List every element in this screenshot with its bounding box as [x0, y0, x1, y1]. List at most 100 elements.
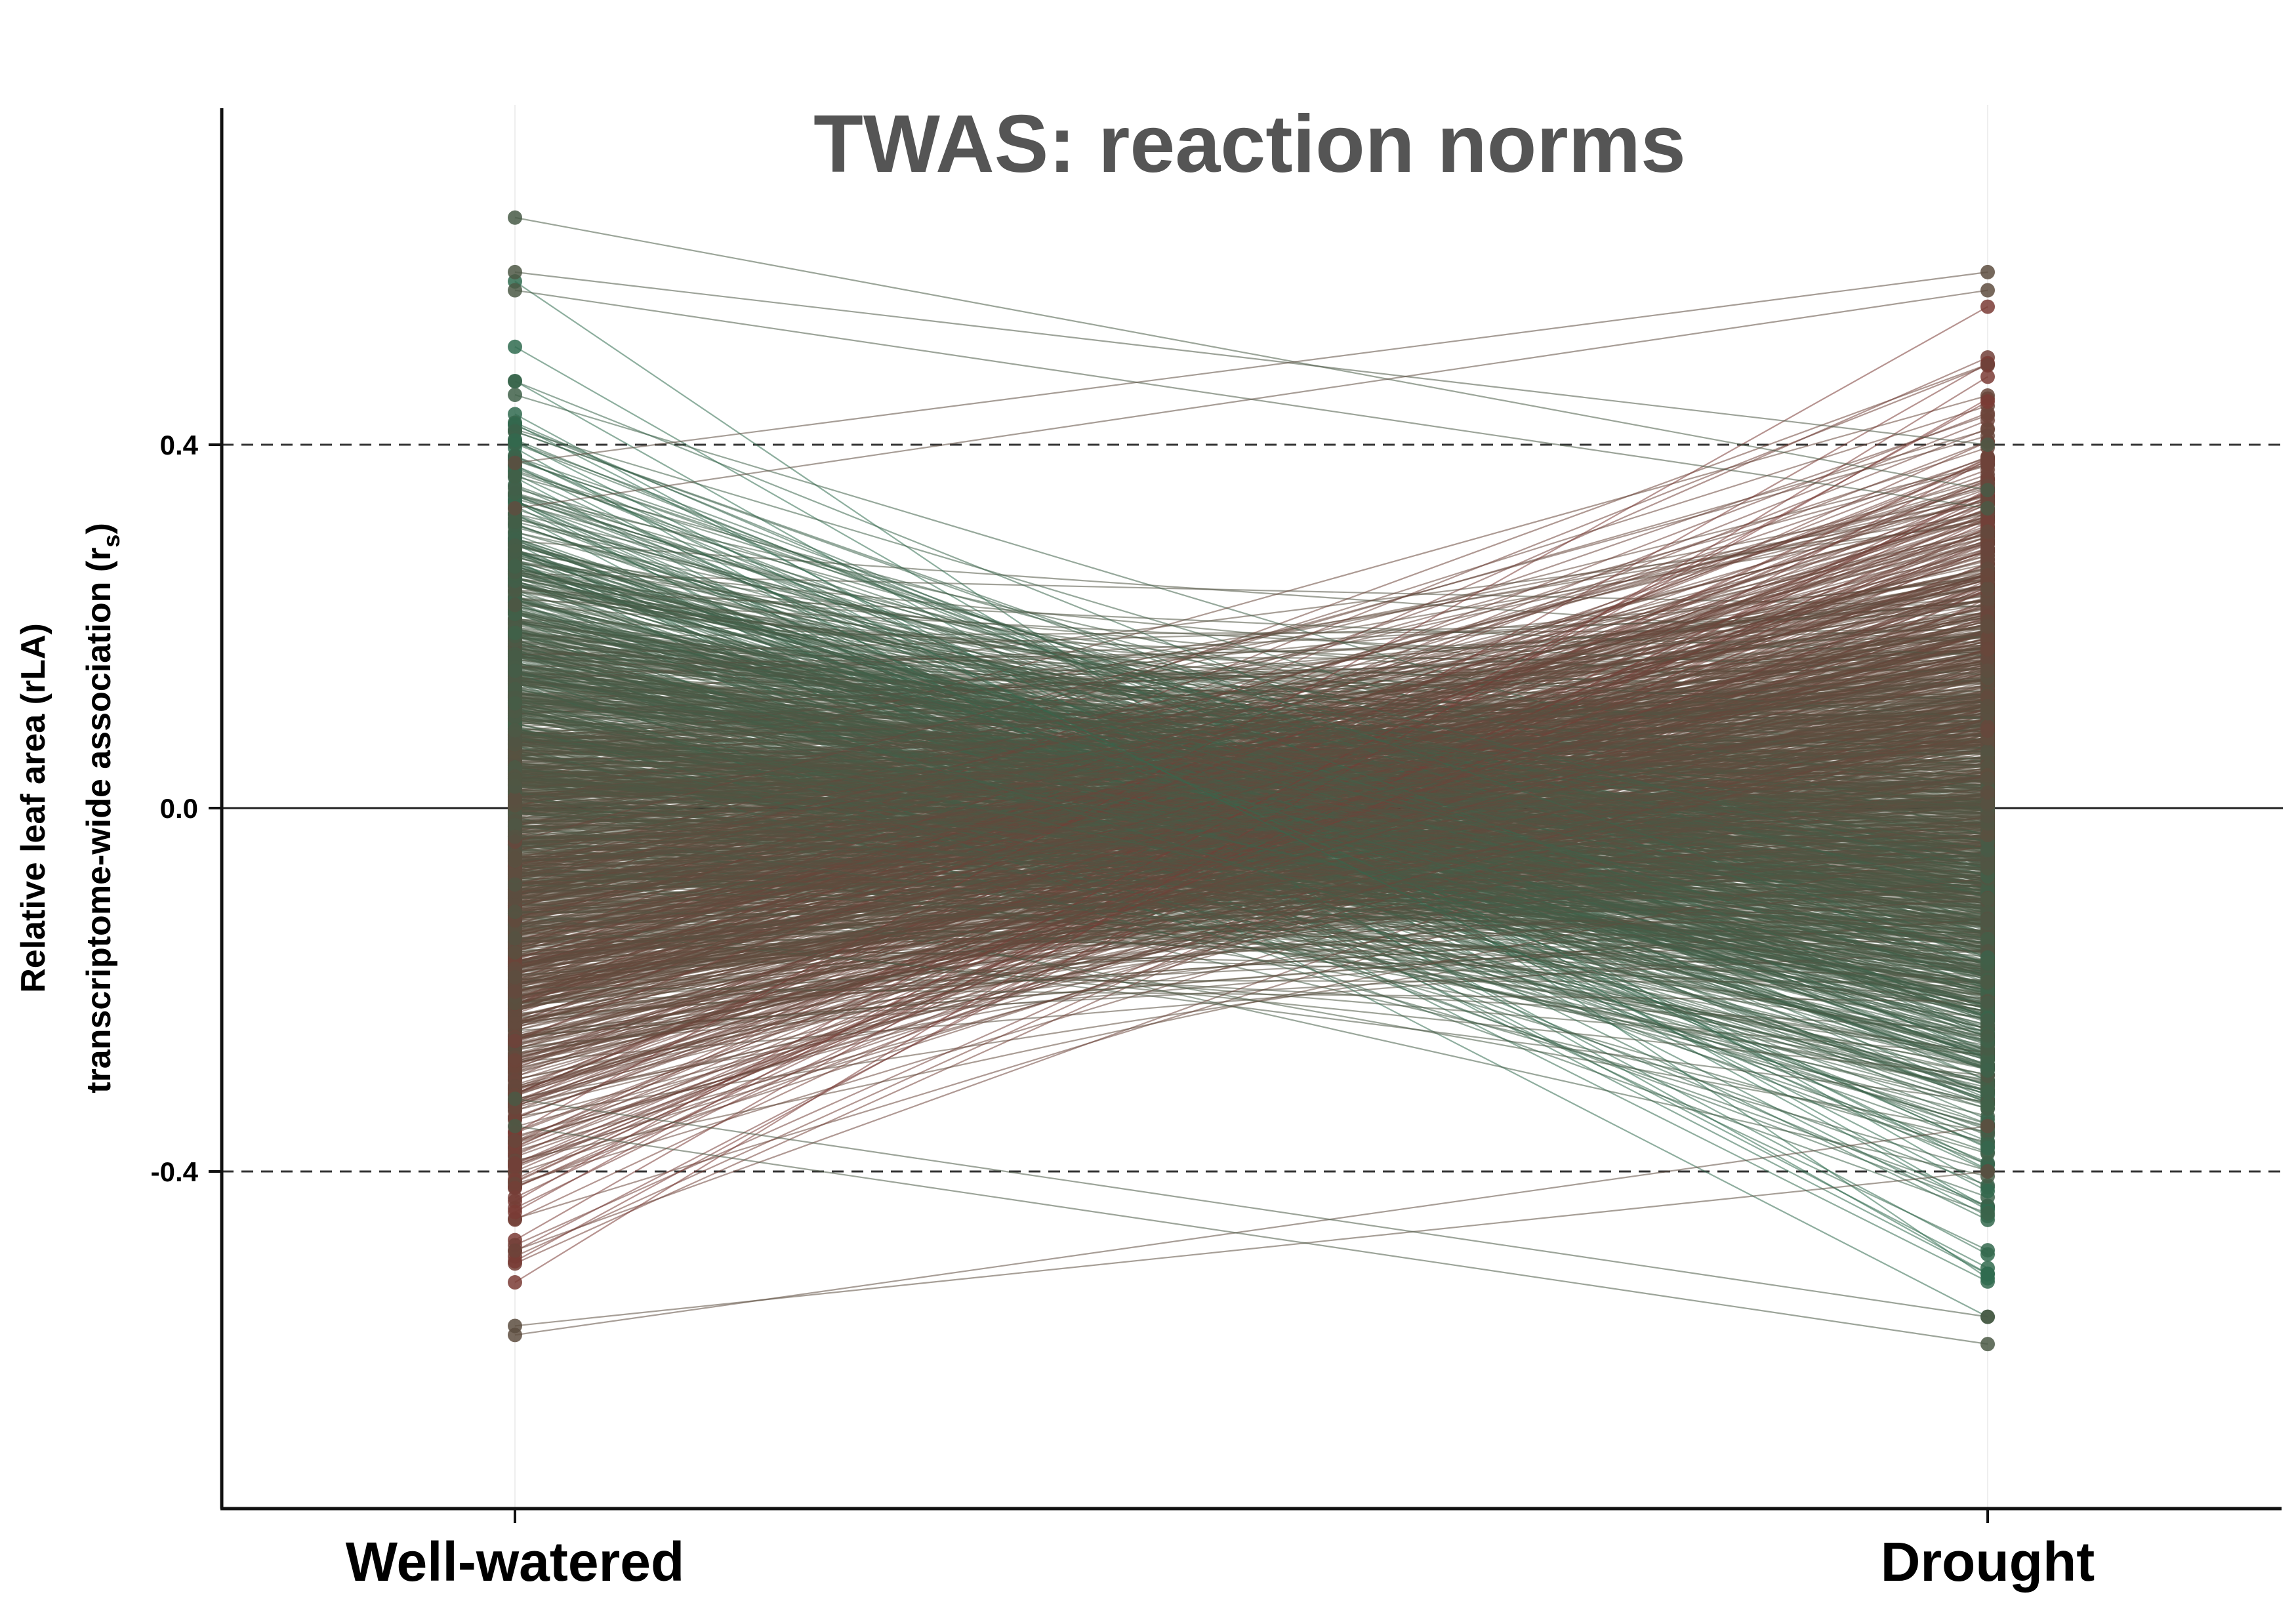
reaction-norm-line — [514, 884, 1988, 952]
reaction-norm-point — [1980, 437, 1995, 452]
reaction-norm-point — [1980, 827, 1995, 842]
reaction-norm-point — [508, 1053, 522, 1068]
reaction-norm-point — [1980, 891, 1995, 906]
reaction-norm-line — [514, 702, 1988, 932]
reaction-norm-line — [514, 430, 1988, 958]
reaction-norm-point — [508, 469, 522, 484]
reaction-norm-point — [508, 1008, 522, 1023]
y-tick-label: 0.4 — [160, 430, 199, 460]
reaction-norm-line — [514, 648, 1988, 1096]
reaction-norm-line — [514, 491, 1988, 1209]
reaction-norm-point — [1980, 933, 1995, 948]
reaction-norm-line — [514, 604, 1988, 720]
reaction-norm-line — [514, 635, 1988, 941]
reaction-norm-point — [1980, 500, 1995, 516]
reaction-norm-line — [514, 774, 1988, 998]
reaction-norm-line — [514, 558, 1988, 967]
reaction-norm-point — [508, 877, 522, 892]
reaction-norm-line — [514, 705, 1988, 752]
reaction-norm-line — [514, 598, 1988, 863]
reaction-norm-line — [514, 753, 1988, 769]
reaction-norm-line — [514, 924, 1988, 1077]
y-ticks: -0.40.00.4 — [151, 430, 222, 1187]
reaction-norm-point — [1980, 974, 1995, 989]
reaction-norm-line — [514, 1170, 1988, 1327]
reaction-norm-point — [1980, 1085, 1995, 1100]
reaction-norm-line — [514, 476, 1988, 877]
reaction-norm-line — [514, 1125, 1988, 1345]
reaction-norm-line — [514, 587, 1988, 1118]
reaction-norm-line — [514, 720, 1988, 876]
reaction-norm-point — [508, 945, 522, 960]
reaction-norm-point — [1980, 283, 1995, 298]
reaction-norm-point — [508, 1275, 522, 1290]
reaction-norm-line — [514, 731, 1988, 1049]
reaction-norm-point — [1980, 408, 1995, 423]
reaction-norm-point — [1980, 663, 1995, 678]
reaction-norm-line — [514, 726, 1988, 1087]
reaction-norm-line — [514, 773, 1988, 947]
reaction-norm-point — [508, 1318, 522, 1333]
reaction-norm-point — [1980, 630, 1995, 645]
reaction-norm-line — [514, 473, 1988, 1149]
reaction-norm-line — [514, 435, 1988, 843]
reaction-norm-point — [1980, 1183, 1995, 1198]
reaction-norm-line — [514, 671, 1988, 856]
reaction-norm-point — [508, 210, 522, 225]
reaction-norm-point — [508, 387, 522, 402]
x-tick-label-well-watered: Well-watered — [346, 1531, 685, 1593]
reaction-norm-point — [1980, 456, 1995, 471]
reaction-norm-point — [508, 500, 522, 516]
reaction-norm-line — [514, 739, 1988, 860]
reaction-norm-point — [508, 1158, 522, 1173]
reaction-norm-point — [1980, 1266, 1995, 1281]
x-tick-label-drought: Drought — [1881, 1531, 2095, 1593]
reaction-norm-point — [508, 723, 522, 738]
reaction-norm-point — [508, 829, 522, 844]
reaction-norm-line — [514, 803, 1988, 877]
reaction-norm-line — [514, 737, 1988, 855]
reaction-norm-line — [514, 462, 1988, 1042]
reaction-norm-line — [514, 531, 1988, 866]
reaction-norm-line — [514, 824, 1988, 1038]
reaction-norm-line — [514, 289, 1988, 510]
reaction-norm-line — [514, 734, 1988, 747]
reaction-norm-line — [514, 737, 1988, 992]
reaction-norm-line — [514, 556, 1988, 891]
reaction-norm-line — [514, 524, 1988, 983]
reaction-norm-point — [1980, 699, 1995, 714]
reaction-norm-line — [514, 699, 1988, 969]
reaction-norm-point — [1980, 995, 1995, 1010]
reaction-norm-line — [514, 823, 1988, 981]
reaction-norm-point — [1980, 619, 1995, 634]
reaction-norm-line — [514, 588, 1988, 799]
reaction-norm-line — [514, 897, 1988, 1004]
reaction-norm-points — [508, 210, 1995, 1352]
reaction-norm-point — [508, 793, 522, 808]
reaction-norm-point — [1980, 843, 1995, 858]
reaction-norm-point — [1980, 592, 1995, 607]
reaction-norm-line — [514, 702, 1988, 1036]
reaction-norm-line — [514, 729, 1988, 1109]
reaction-norm-line — [514, 457, 1988, 961]
reaction-norm-line — [514, 580, 1988, 1007]
y-axis-label-line2-end: ) — [80, 523, 118, 534]
reaction-norm-point — [1980, 746, 1995, 762]
reaction-norm-line — [514, 712, 1988, 802]
reaction-norm-line — [514, 542, 1988, 1061]
reaction-norm-line — [514, 723, 1988, 779]
reaction-norm-point — [508, 996, 522, 1011]
reaction-norm-point — [508, 514, 522, 529]
y-axis-label-line2-main: transcriptome-wide association (r — [80, 548, 118, 1093]
reaction-norm-line — [514, 778, 1988, 862]
reaction-norm-point — [1980, 785, 1995, 800]
reaction-norm-point — [508, 737, 522, 752]
reaction-norm-point — [508, 1091, 522, 1107]
reaction-norm-point — [1980, 796, 1995, 811]
reaction-norm-point — [1980, 524, 1995, 539]
reaction-norm-line — [514, 620, 1988, 922]
reaction-norm-line — [514, 636, 1988, 668]
reaction-norm-point — [1980, 299, 1995, 314]
reaction-norm-point — [508, 481, 522, 496]
y-axis-label-line1: Relative leaf area (rLA) — [14, 623, 52, 993]
